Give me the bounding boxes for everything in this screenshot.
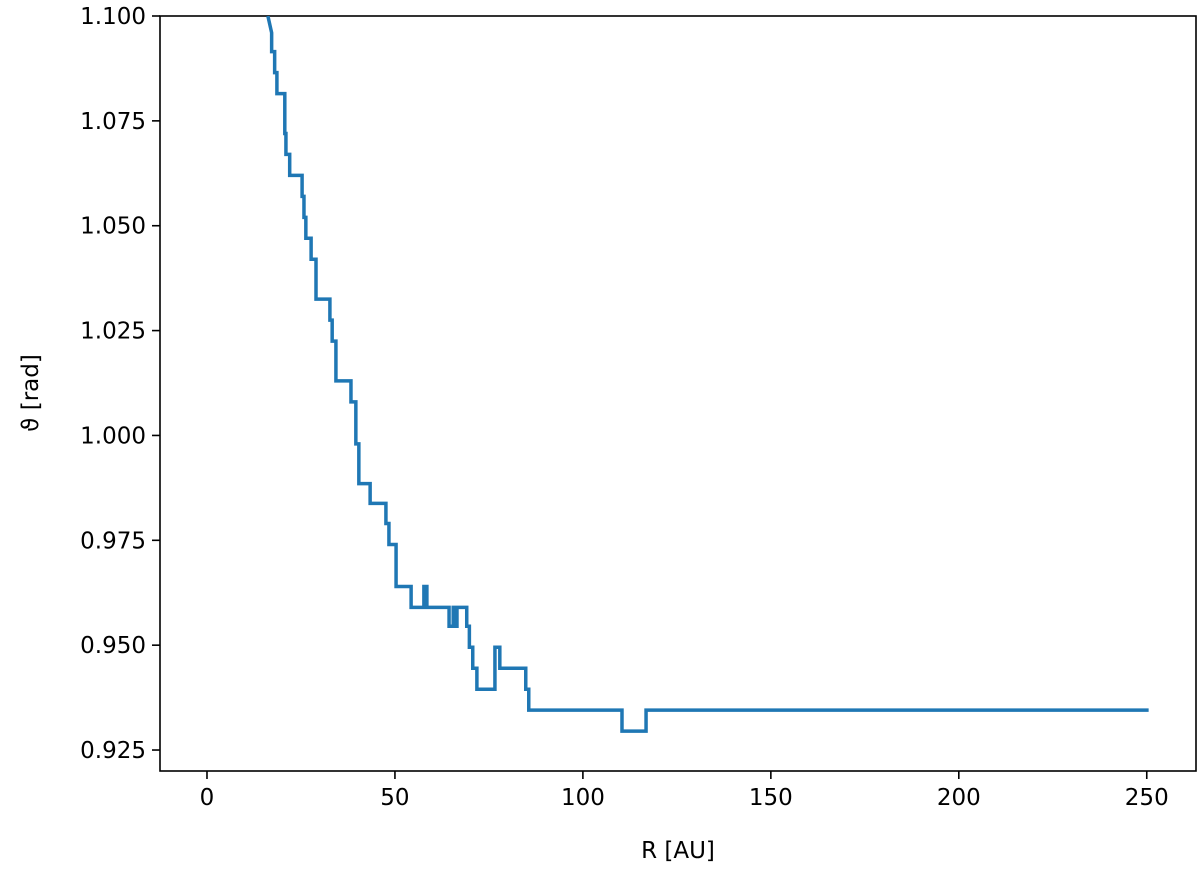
y-tick-label: 0.975 xyxy=(80,528,146,554)
x-tick-label: 0 xyxy=(200,785,215,811)
y-tick-label: 1.025 xyxy=(80,319,146,345)
y-axis-label: ϑ [rad] xyxy=(18,354,44,432)
y-tick-label: 1.075 xyxy=(80,109,146,135)
y-tick-label: 1.100 xyxy=(80,4,146,30)
y-tick-label: 1.000 xyxy=(80,423,146,449)
x-axis-label: R [AU] xyxy=(641,838,715,864)
x-tick-label: 50 xyxy=(380,785,409,811)
plot-frame xyxy=(160,16,1196,771)
x-tick-label: 150 xyxy=(749,785,793,811)
x-tick-label: 100 xyxy=(561,785,605,811)
x-tick-label: 200 xyxy=(937,785,981,811)
data-line xyxy=(268,16,1149,731)
y-tick-label: 0.950 xyxy=(80,633,146,659)
y-tick-label: 0.925 xyxy=(80,738,146,764)
x-tick-label: 250 xyxy=(1125,785,1169,811)
y-tick-label: 1.050 xyxy=(80,214,146,240)
